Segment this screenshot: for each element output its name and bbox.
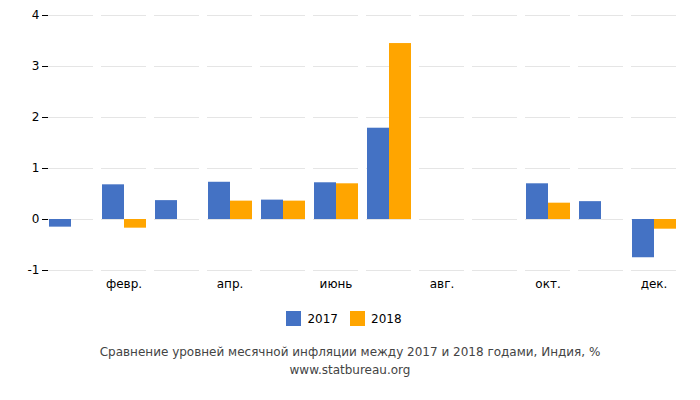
svg-text:апр.: апр. bbox=[217, 277, 244, 291]
svg-text:3: 3 bbox=[32, 59, 40, 73]
html-text:2017: 2017 bbox=[307, 311, 338, 326]
svg-text:февр.: февр. bbox=[106, 277, 142, 291]
svg-text:2: 2 bbox=[32, 110, 40, 124]
svg-text:окт.: окт. bbox=[535, 277, 560, 291]
svg-text:июнь: июнь bbox=[320, 277, 353, 291]
html-text:2018: 2018 bbox=[371, 311, 402, 326]
svg-text:4: 4 bbox=[32, 8, 40, 22]
svg-text:авг.: авг. bbox=[430, 277, 455, 291]
html-text:Сравнение уровней месячной инф: Сравнение уровней месячной инфляции межд… bbox=[99, 345, 601, 359]
svg-text:дек.: дек. bbox=[641, 277, 668, 291]
svg-text:1: 1 bbox=[32, 161, 40, 175]
html-text:www.statbureau.org: www.statbureau.org bbox=[289, 363, 411, 377]
svg-text:0: 0 bbox=[32, 212, 40, 226]
svg-text:-1: -1 bbox=[28, 263, 40, 277]
